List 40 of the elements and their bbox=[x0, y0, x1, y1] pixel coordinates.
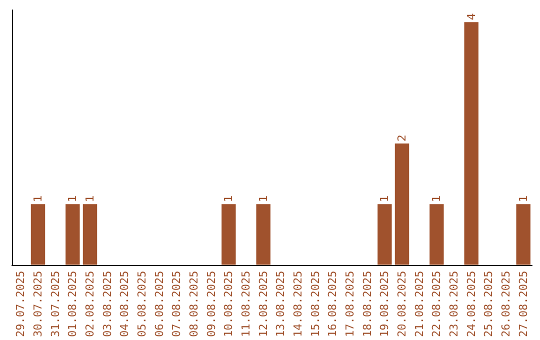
x-tick-label: 26.08.2025 bbox=[500, 270, 512, 338]
x-tick-label: 04.08.2025 bbox=[118, 270, 132, 338]
x-tick-label: 02.08.2025 bbox=[84, 270, 96, 338]
data-label: 1 bbox=[66, 195, 80, 202]
x-tick-label: 07.08.2025 bbox=[170, 270, 184, 338]
data-label: 1 bbox=[516, 195, 530, 202]
x-tick-label: 12.08.2025 bbox=[256, 270, 270, 338]
x-tick-label: 06.08.2025 bbox=[152, 270, 166, 338]
x-tick-label: 27.08.2025 bbox=[516, 270, 530, 338]
x-tick-label: 05.08.2025 bbox=[136, 270, 148, 338]
x-tick-label: 22.08.2025 bbox=[430, 270, 444, 338]
data-label: 1 bbox=[84, 195, 96, 202]
x-tick-label: 10.08.2025 bbox=[222, 270, 236, 338]
data-label: 4 bbox=[464, 13, 478, 20]
x-tick-label: 29.07.2025 bbox=[14, 270, 28, 338]
x-tick-label: 13.08.2025 bbox=[274, 270, 288, 338]
x-tick-label: 20.08.2025 bbox=[396, 270, 408, 338]
x-tick-label: 18.08.2025 bbox=[360, 270, 374, 338]
data-label: 2 bbox=[396, 134, 408, 142]
x-tick-label: 17.08.2025 bbox=[344, 270, 356, 338]
data-label: 1 bbox=[32, 195, 44, 202]
x-tick-label: 23.08.2025 bbox=[448, 270, 460, 338]
x-tick-label: 01.08.2025 bbox=[66, 270, 80, 338]
x-tick-label: 25.08.2025 bbox=[482, 270, 496, 338]
x-tick-label: 08.08.2025 bbox=[188, 270, 200, 338]
x-tick-label: 14.08.2025 bbox=[292, 270, 304, 338]
data-label: 1 bbox=[222, 195, 236, 202]
x-tick-label: 19.08.2025 bbox=[378, 270, 392, 338]
x-tick-label: 11.08.2025 bbox=[240, 270, 252, 338]
x-tick-label: 30.07.2025 bbox=[32, 270, 44, 338]
data-label: 1 bbox=[256, 195, 270, 202]
x-tick-label: 15.08.2025 bbox=[308, 270, 322, 338]
x-tick-label: 24.08.2025 bbox=[464, 270, 478, 338]
x-tick-label: 21.08.2025 bbox=[412, 270, 426, 338]
x-tick-label: 09.08.2025 bbox=[204, 270, 218, 338]
data-label: 1 bbox=[430, 195, 444, 202]
x-tick-label: 16.08.2025 bbox=[326, 270, 340, 338]
data-label: 1 bbox=[378, 195, 392, 202]
x-tick-label: 03.08.2025 bbox=[100, 270, 114, 338]
x-tick-label: 31.07.2025 bbox=[48, 270, 62, 338]
